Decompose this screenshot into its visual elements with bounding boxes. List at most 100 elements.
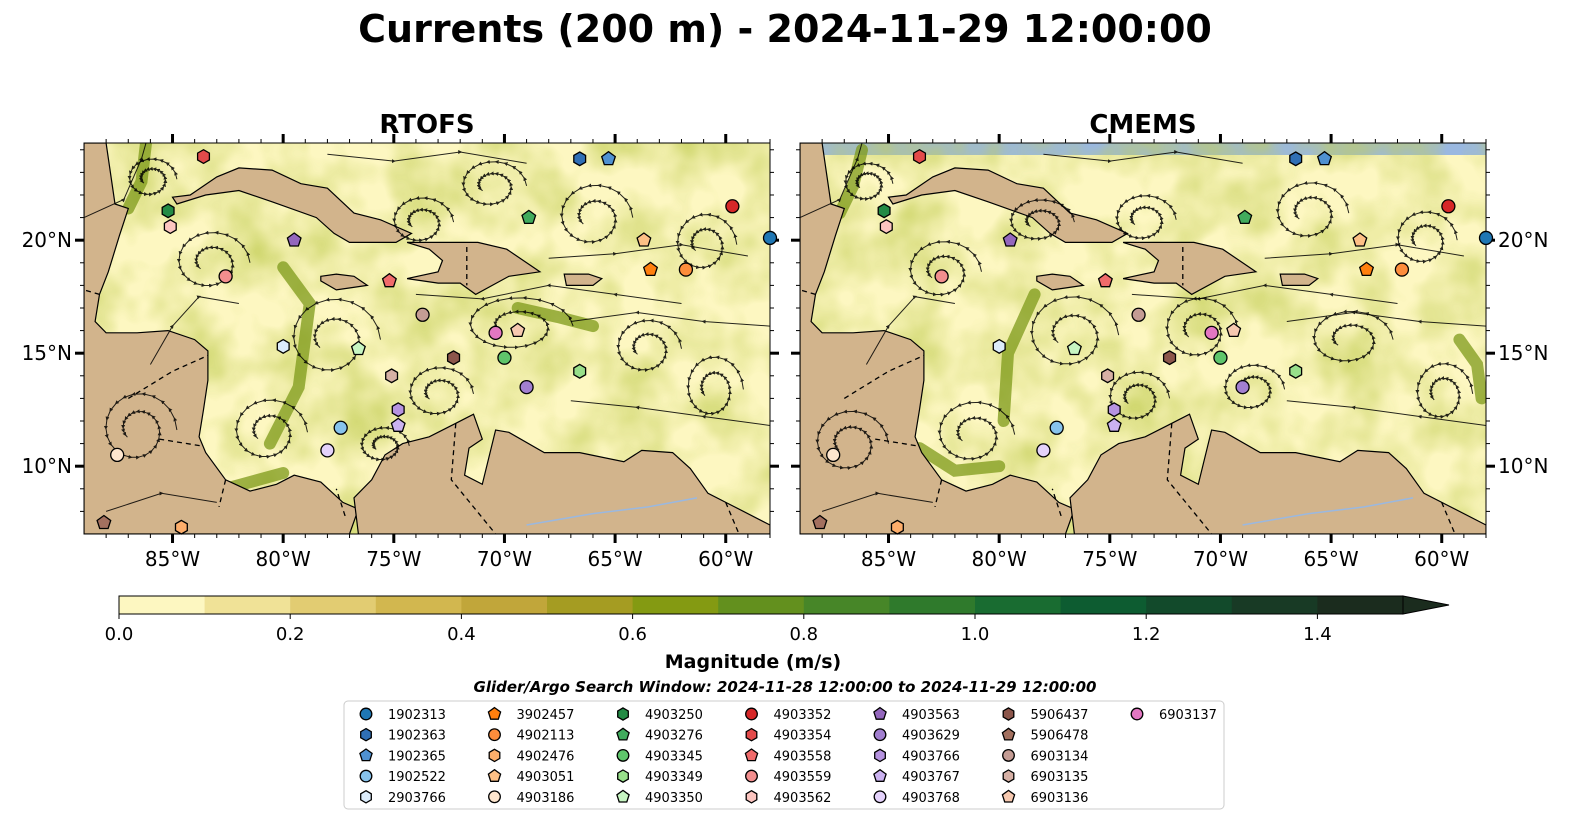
float-marker-4903768[interactable] — [320, 443, 335, 458]
float-marker-4902476[interactable] — [174, 519, 188, 535]
float-marker-6903137[interactable] — [1204, 325, 1219, 340]
float-marker-1902363[interactable] — [573, 151, 587, 167]
legend-marker-4903354[interactable] — [745, 727, 758, 742]
float-marker-6903136[interactable] — [1226, 322, 1242, 338]
float-marker-4903354[interactable] — [912, 148, 927, 165]
legend-marker-4903250[interactable] — [617, 707, 629, 721]
legend-marker-2903766[interactable] — [360, 789, 372, 804]
float-marker-5906478[interactable] — [96, 514, 112, 530]
legend-marker-5906437[interactable] — [1002, 707, 1015, 721]
legend-marker-4903349[interactable] — [617, 769, 629, 783]
legend-marker-1902365[interactable] — [359, 748, 373, 762]
legend-marker-1902522[interactable] — [359, 769, 373, 783]
legend-marker-4903345[interactable] — [616, 748, 630, 762]
float-marker-6903134[interactable] — [415, 307, 430, 322]
float-marker-6903136[interactable] — [510, 322, 526, 338]
legend-marker-4903051[interactable] — [487, 768, 502, 782]
legend-marker-4903558[interactable] — [744, 748, 759, 762]
float-marker-4903350[interactable] — [1066, 340, 1082, 356]
legend-marker-4903352[interactable] — [745, 707, 758, 721]
float-marker-3902457[interactable] — [642, 261, 659, 277]
float-marker-1902522[interactable] — [1049, 420, 1064, 435]
float-marker-6903135[interactable] — [385, 368, 399, 384]
legend-marker-1902313[interactable] — [359, 707, 373, 721]
legend-marker-4903559[interactable] — [745, 769, 758, 783]
legend-marker-4903350[interactable] — [616, 789, 630, 803]
float-marker-4903767[interactable] — [390, 417, 406, 432]
float-marker-4902113[interactable] — [678, 262, 694, 277]
map-panel-rtofs[interactable]: 85°W 80°W 75°W 70°W 65°W 60°W 20°N 15°N 10°N — [22, 134, 779, 571]
float-marker-3902457[interactable] — [1358, 261, 1375, 277]
colorbar-segment — [718, 596, 805, 614]
float-marker-4903766[interactable] — [391, 402, 405, 418]
float-marker-4903276[interactable] — [1237, 209, 1253, 225]
legend-marker-4903767[interactable] — [873, 768, 887, 782]
float-marker-4903276[interactable] — [521, 209, 537, 225]
legend-marker-4902113[interactable] — [488, 728, 501, 742]
legend-marker-4902476[interactable] — [488, 748, 501, 763]
float-marker-4903558[interactable] — [1097, 272, 1113, 288]
float-marker-6903134[interactable] — [1131, 307, 1146, 322]
float-marker-1902522[interactable] — [333, 420, 348, 435]
float-marker-4902113[interactable] — [1394, 262, 1410, 277]
legend-marker-6903137[interactable] — [1130, 707, 1144, 721]
float-marker-4903563[interactable] — [1002, 232, 1018, 247]
float-marker-4903766[interactable] — [1107, 402, 1121, 418]
legend-marker-4903186[interactable] — [488, 790, 501, 804]
legend-marker-1902363[interactable] — [360, 727, 372, 742]
float-marker-4903629[interactable] — [1235, 379, 1250, 395]
legend-marker-4903562[interactable] — [745, 789, 758, 804]
float-marker-5906437[interactable] — [446, 350, 461, 366]
float-marker-4903186[interactable] — [826, 447, 841, 463]
float-marker-4903352[interactable] — [725, 199, 740, 214]
legend-marker-3902457[interactable] — [487, 706, 502, 720]
float-marker-4903562[interactable] — [879, 219, 893, 235]
float-marker-1902363[interactable] — [1289, 151, 1303, 167]
float-marker-4903345[interactable] — [497, 350, 512, 365]
float-marker-1902365[interactable] — [600, 150, 617, 166]
float-marker-4903349[interactable] — [573, 363, 587, 379]
float-marker-1902313[interactable] — [1478, 230, 1494, 246]
float-marker-6903135[interactable] — [1101, 368, 1115, 384]
map-panel-cmems[interactable]: 85°W 80°W 75°W 70°W 65°W 60°W 20°N 15°N 10°N — [791, 134, 1548, 571]
float-marker-4903350[interactable] — [350, 340, 366, 356]
legend-marker-4903629[interactable] — [873, 728, 887, 742]
legend-marker-4903276[interactable] — [616, 727, 630, 741]
float-marker-4902476[interactable] — [890, 519, 904, 535]
float-marker-1902365[interactable] — [1316, 150, 1333, 166]
float-marker-5906478[interactable] — [812, 514, 828, 530]
float-marker-4903250[interactable] — [161, 203, 175, 219]
float-marker-4903349[interactable] — [1289, 363, 1303, 379]
country-border — [934, 479, 943, 508]
float-marker-4903250[interactable] — [877, 203, 891, 219]
float-marker-4903186[interactable] — [110, 447, 125, 463]
float-marker-1902313[interactable] — [762, 230, 778, 246]
legend-marker-6903135[interactable] — [1002, 769, 1015, 783]
legend-marker-5906478[interactable] — [1001, 727, 1016, 741]
legend-marker-4903768[interactable] — [873, 790, 887, 804]
float-marker-4903559[interactable] — [218, 269, 233, 284]
float-marker-2903766[interactable] — [992, 338, 1006, 354]
legend-marker-4903766[interactable] — [874, 748, 886, 763]
float-marker-4903558[interactable] — [381, 272, 397, 288]
float-marker-4903563[interactable] — [286, 232, 302, 247]
float-marker-4903629[interactable] — [519, 379, 534, 395]
float-marker-4903354[interactable] — [196, 148, 211, 165]
legend-marker-6903136[interactable] — [1001, 789, 1016, 803]
float-marker-6903137[interactable] — [488, 325, 503, 340]
float-marker-4903559[interactable] — [934, 269, 949, 284]
float-marker-2903766[interactable] — [276, 338, 290, 354]
float-marker-4903352[interactable] — [1441, 199, 1456, 214]
river — [1242, 497, 1414, 526]
float-marker-4903562[interactable] — [163, 219, 177, 235]
lat-tick-label: 15°N — [1498, 341, 1548, 365]
float-marker-4903345[interactable] — [1213, 350, 1228, 365]
legend-marker-4903563[interactable] — [873, 706, 887, 720]
float-marker-4903051[interactable] — [636, 232, 652, 247]
float-marker-4903767[interactable] — [1106, 417, 1122, 432]
float-marker-4903051[interactable] — [1352, 232, 1368, 247]
legend-marker-6903134[interactable] — [1002, 748, 1015, 762]
float-marker-4903768[interactable] — [1036, 443, 1051, 458]
float-marker-5906437[interactable] — [1162, 350, 1177, 366]
streamline — [800, 143, 863, 219]
